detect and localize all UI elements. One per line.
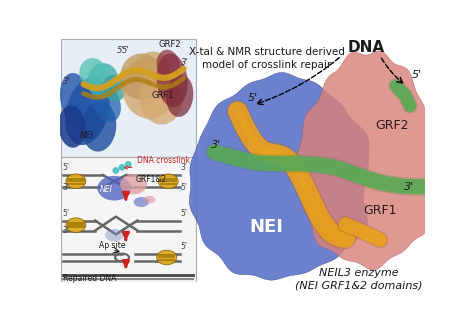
Text: 3': 3' — [62, 226, 69, 235]
Ellipse shape — [97, 176, 131, 201]
Text: DNA: DNA — [347, 40, 385, 55]
Text: NEI: NEI — [100, 185, 113, 194]
Text: GRF1: GRF1 — [152, 91, 174, 100]
Text: 5': 5' — [122, 46, 130, 55]
Text: 5': 5' — [62, 164, 69, 172]
Circle shape — [119, 165, 125, 170]
Text: DNA crosslink: DNA crosslink — [125, 156, 191, 169]
Polygon shape — [296, 51, 439, 270]
Text: Ap site: Ap site — [99, 241, 126, 250]
Text: 3': 3' — [211, 140, 221, 150]
Ellipse shape — [120, 54, 163, 100]
Text: 3': 3' — [62, 183, 69, 192]
Text: 3': 3' — [181, 58, 188, 67]
Ellipse shape — [60, 73, 91, 126]
FancyBboxPatch shape — [61, 157, 196, 282]
Ellipse shape — [87, 63, 118, 98]
Ellipse shape — [134, 197, 149, 207]
Ellipse shape — [66, 174, 86, 189]
Ellipse shape — [139, 75, 182, 125]
Ellipse shape — [82, 102, 116, 152]
Circle shape — [113, 168, 118, 173]
Text: 5': 5' — [247, 93, 258, 103]
Ellipse shape — [166, 75, 193, 117]
Text: Repaired DNA: Repaired DNA — [63, 274, 116, 283]
Text: 5': 5' — [181, 183, 188, 192]
Text: GRF1&2: GRF1&2 — [135, 175, 166, 184]
Ellipse shape — [58, 106, 85, 148]
Ellipse shape — [156, 54, 188, 107]
Ellipse shape — [120, 174, 147, 194]
Ellipse shape — [103, 75, 126, 101]
Text: NEI: NEI — [250, 218, 284, 236]
Ellipse shape — [92, 85, 121, 122]
Ellipse shape — [158, 174, 178, 189]
Ellipse shape — [156, 50, 180, 80]
Text: 3': 3' — [181, 164, 188, 172]
Text: X-tal & NMR structure derived
model of crosslink repair: X-tal & NMR structure derived model of c… — [189, 47, 345, 70]
Ellipse shape — [65, 77, 109, 145]
Circle shape — [126, 162, 131, 167]
Text: NEI: NEI — [80, 131, 94, 140]
Text: 3': 3' — [63, 77, 70, 86]
Text: 5': 5' — [117, 46, 124, 55]
Text: GRF2: GRF2 — [375, 119, 408, 132]
Text: 3': 3' — [404, 183, 414, 192]
Text: 5': 5' — [181, 209, 188, 218]
FancyBboxPatch shape — [61, 39, 196, 157]
Ellipse shape — [79, 58, 106, 87]
Ellipse shape — [122, 57, 176, 119]
Text: 5': 5' — [181, 242, 188, 251]
Text: GRF2: GRF2 — [158, 40, 181, 49]
Text: NEIL3 enzyme
(NEI GRF1&2 domains): NEIL3 enzyme (NEI GRF1&2 domains) — [295, 268, 423, 291]
Text: GRF1: GRF1 — [363, 204, 397, 217]
Polygon shape — [189, 73, 369, 280]
Ellipse shape — [157, 250, 177, 265]
Text: 5': 5' — [411, 70, 422, 80]
Ellipse shape — [66, 218, 86, 232]
Ellipse shape — [105, 229, 124, 241]
Ellipse shape — [136, 52, 170, 86]
Ellipse shape — [144, 196, 155, 204]
Text: 5': 5' — [62, 209, 69, 218]
